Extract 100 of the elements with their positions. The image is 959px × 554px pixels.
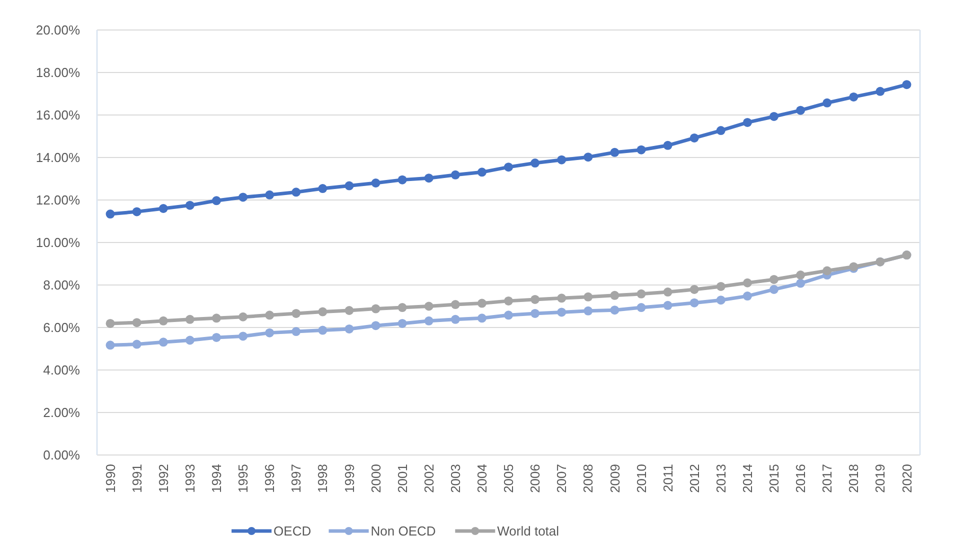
- point: [185, 314, 194, 324]
- point: [158, 204, 168, 213]
- point: [557, 155, 566, 164]
- point: [716, 282, 726, 291]
- x-tick-label: 2001: [394, 464, 410, 493]
- point: [477, 314, 486, 323]
- point: [265, 328, 274, 338]
- point: [450, 314, 460, 324]
- point: [716, 126, 726, 136]
- x-tick-label: 1996: [262, 464, 278, 493]
- point: [636, 303, 646, 312]
- y-tick-label: 16.00%: [36, 108, 80, 123]
- point: [344, 181, 354, 190]
- point: [212, 314, 221, 323]
- point: [106, 318, 115, 328]
- point: [132, 318, 142, 328]
- x-tick-label: 1991: [129, 464, 144, 493]
- point: [796, 278, 806, 288]
- point: [530, 158, 540, 168]
- point: [796, 270, 806, 280]
- x-tick-label: 2013: [713, 464, 728, 493]
- x-tick-label: 1990: [102, 464, 118, 493]
- point: [212, 196, 221, 206]
- point: [371, 178, 380, 188]
- x-tick-label: 2006: [528, 464, 543, 493]
- point: [185, 336, 194, 345]
- legend-label: Non OECD: [370, 524, 436, 539]
- point: [132, 207, 142, 216]
- point: [584, 152, 593, 162]
- point: [822, 98, 832, 108]
- point: [106, 340, 115, 350]
- x-tick-label: 1997: [288, 464, 304, 493]
- point: [450, 170, 460, 180]
- point: [424, 174, 434, 183]
- y-tick-label: 14.00%: [36, 150, 80, 166]
- x-tick-label: 1999: [342, 464, 357, 493]
- point: [238, 312, 248, 322]
- point: [158, 316, 168, 326]
- x-tick-label: 2011: [660, 464, 676, 492]
- x-tick-label: 2020: [899, 464, 914, 493]
- point: [424, 316, 434, 326]
- y-tick-label: 10.00%: [36, 235, 80, 250]
- x-tick-label: 2000: [368, 464, 384, 493]
- point: [292, 188, 301, 197]
- point: [636, 145, 646, 154]
- x-tick-label: 2004: [474, 464, 490, 493]
- y-tick-label: 20.00%: [36, 22, 80, 38]
- point: [477, 298, 486, 308]
- x-tick-label: 1992: [156, 464, 171, 493]
- point: [610, 306, 620, 315]
- point: [849, 92, 858, 102]
- point: [690, 133, 699, 142]
- point: [398, 318, 407, 328]
- y-tick-label: 0.00%: [43, 448, 80, 463]
- point: [318, 326, 328, 335]
- point: [265, 310, 274, 320]
- point: [371, 304, 380, 314]
- point: [292, 327, 301, 336]
- point: [822, 266, 832, 276]
- point: [212, 332, 221, 342]
- point: [610, 290, 620, 300]
- point: [238, 192, 248, 202]
- x-tick-label: 1998: [315, 464, 330, 493]
- point: [106, 210, 115, 219]
- point: [663, 300, 672, 310]
- point: [477, 168, 486, 177]
- point: [450, 300, 460, 310]
- point: [584, 292, 593, 302]
- point: [769, 112, 778, 121]
- x-tick-label: 1994: [209, 464, 224, 493]
- point: [530, 294, 540, 304]
- x-tick-label: 2002: [421, 464, 436, 493]
- point: [663, 140, 672, 150]
- x-tick-label: 2012: [686, 464, 702, 493]
- point: [504, 162, 513, 172]
- point: [690, 284, 699, 294]
- point: [716, 296, 726, 305]
- point: [584, 306, 593, 316]
- point: [265, 190, 274, 200]
- point: [398, 175, 407, 184]
- point: [398, 303, 407, 312]
- point: [344, 306, 354, 315]
- point: [292, 308, 301, 318]
- x-tick-label: 2019: [872, 464, 888, 493]
- x-tick-label: 2016: [793, 464, 808, 493]
- point: [876, 86, 885, 96]
- point: [238, 332, 248, 341]
- x-tick-label: 2017: [820, 464, 835, 493]
- point: [769, 284, 778, 294]
- legend-label: World total: [497, 524, 560, 539]
- point: [742, 292, 752, 301]
- point: [557, 294, 566, 303]
- point: [530, 308, 540, 318]
- point: [132, 340, 142, 349]
- x-tick-label: 2014: [740, 464, 755, 493]
- point: [769, 274, 778, 284]
- point: [318, 307, 328, 316]
- x-tick-label: 1993: [182, 464, 198, 493]
- point: [902, 80, 912, 90]
- x-tick-label: 2008: [580, 464, 596, 493]
